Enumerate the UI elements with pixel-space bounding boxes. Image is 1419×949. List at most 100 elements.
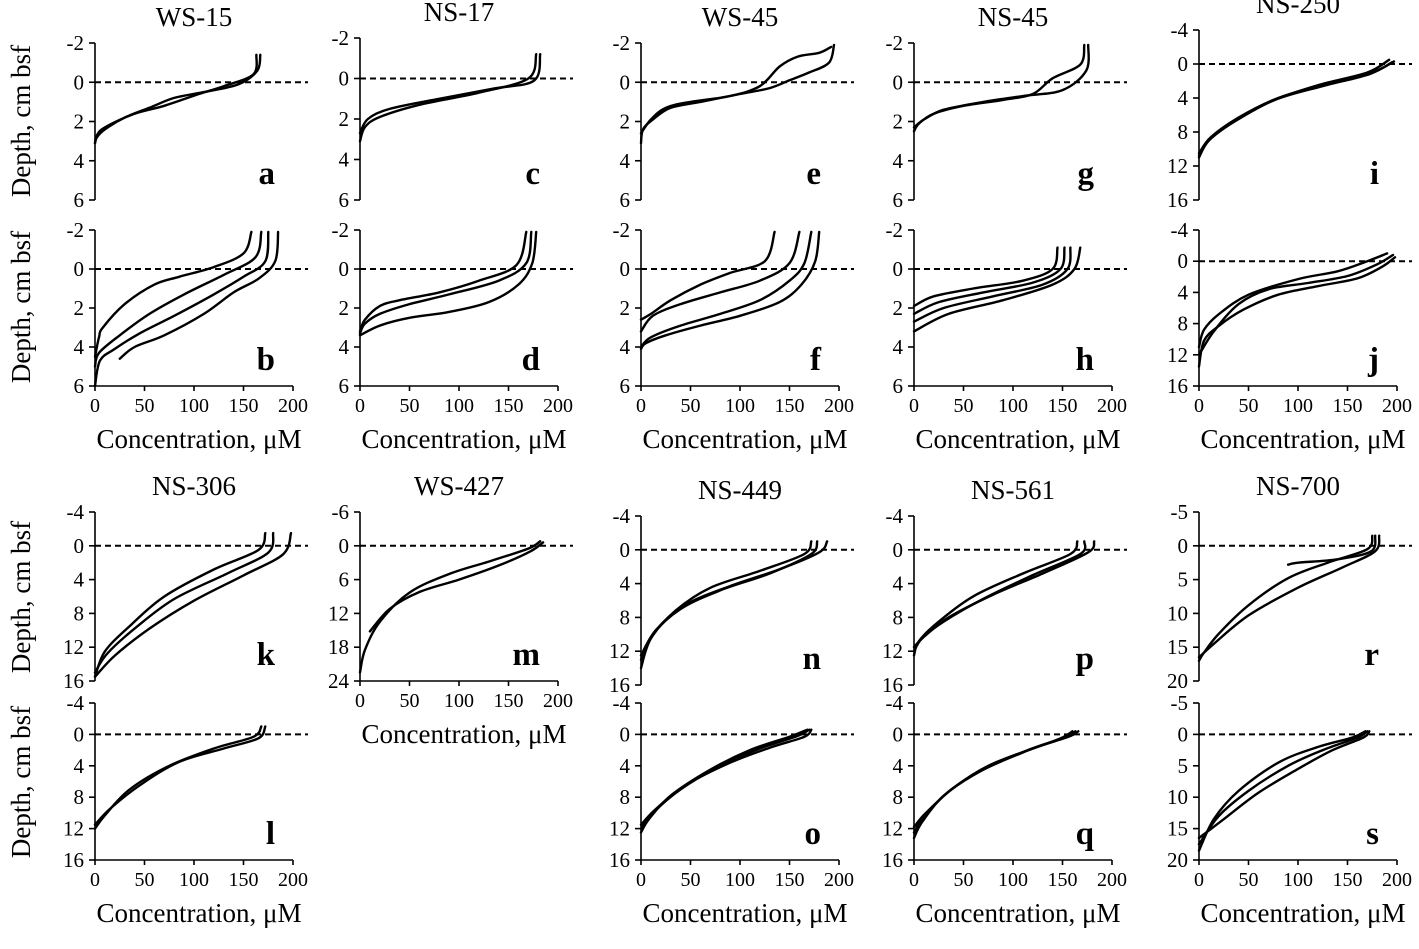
profile-series-1 xyxy=(1197,730,1367,852)
profile-series-1 xyxy=(1197,252,1389,349)
y-tick-label: -4 xyxy=(613,691,631,715)
y-axis-label-b: Depth, cm bsf xyxy=(6,231,36,383)
panel-letter: c xyxy=(525,156,540,192)
y-tick-label: 8 xyxy=(893,605,904,629)
y-tick-label: 16 xyxy=(882,848,903,872)
x-tick-label: 0 xyxy=(636,869,646,891)
panel-i: NS-250 -4 0 4 8 12 16 i xyxy=(1167,0,1412,212)
x-tick-label: 150 xyxy=(229,869,259,891)
y-tick-label: 6 xyxy=(74,374,85,398)
profile-series-2 xyxy=(912,730,1077,834)
profile-series-2 xyxy=(93,230,263,368)
panel-letter: d xyxy=(522,342,540,378)
panel-letter: g xyxy=(1078,156,1095,192)
y-tick-label: 16 xyxy=(882,673,903,697)
x-axis-label: Concentration, μM xyxy=(97,424,302,454)
x-tick-label: 200 xyxy=(543,690,573,712)
profile-series-2 xyxy=(93,53,262,145)
y-tick-label: -4 xyxy=(1171,218,1189,242)
profile-series-4 xyxy=(118,230,280,360)
y-tick-label: 16 xyxy=(1167,188,1188,212)
x-tick-label: 100 xyxy=(998,395,1028,417)
y-tick-label: 4 xyxy=(74,149,85,173)
y-tick-label: -2 xyxy=(332,26,350,50)
y-tick-label: 12 xyxy=(882,817,903,841)
x-axis-label: Concentration, μM xyxy=(1201,424,1406,454)
profile-series-3 xyxy=(639,728,813,826)
y-axis-label-a: Depth, cm bsf xyxy=(6,45,36,197)
y-tick-label: 20 xyxy=(1167,848,1188,872)
y-tick-label: 4 xyxy=(1178,86,1189,110)
y-tick-label: -2 xyxy=(67,31,85,55)
panel-title: NS-45 xyxy=(978,2,1049,32)
y-tick-label: 2 xyxy=(339,296,350,320)
panel-letter: e xyxy=(806,156,821,192)
profile-series-1 xyxy=(93,230,253,358)
profile-series-2 xyxy=(639,43,836,145)
profile-series-1 xyxy=(912,43,1086,133)
panel-q: -4 0 4 8 12 16 0 50 100 150 200 Concentration, μM q xyxy=(882,691,1127,928)
y-tick-label: -2 xyxy=(886,31,904,55)
x-tick-label: 150 xyxy=(1333,869,1363,891)
y-tick-label: -5 xyxy=(1171,500,1189,524)
panel-letter: k xyxy=(257,637,276,673)
x-tick-label: 50 xyxy=(954,395,974,417)
profile-series-1 xyxy=(639,45,833,135)
profile-series-1 xyxy=(358,540,542,674)
y-tick-label: 8 xyxy=(1178,120,1189,144)
x-tick-label: 100 xyxy=(179,869,209,891)
y-tick-label: -2 xyxy=(886,218,904,242)
y-tick-label: 0 xyxy=(74,70,85,94)
y-tick-label: 6 xyxy=(620,374,631,398)
panel-title: WS-15 xyxy=(156,2,233,32)
y-tick-label: 16 xyxy=(609,673,630,697)
profile-series-3 xyxy=(639,230,813,349)
panel-g: NS-45 -2 0 2 4 6 g xyxy=(886,2,1127,212)
panel-a: WS-15 -2 0 2 4 6 a xyxy=(67,2,308,212)
y-tick-label: 6 xyxy=(339,568,350,592)
profile-series-2 xyxy=(912,246,1066,316)
panel-letter: l xyxy=(266,816,275,852)
profile-series-2 xyxy=(912,43,1090,129)
y-tick-label: 0 xyxy=(1178,722,1189,746)
y-tick-label: 24 xyxy=(328,669,350,693)
panel-title: WS-427 xyxy=(414,471,504,501)
x-tick-label: 150 xyxy=(1048,869,1078,891)
profile-series-2 xyxy=(639,728,811,830)
y-tick-label: 2 xyxy=(620,296,631,320)
profile-series-2 xyxy=(368,541,545,633)
y-tick-label: 12 xyxy=(1167,154,1188,178)
panel-letter: b xyxy=(257,342,275,378)
y-tick-label: 0 xyxy=(620,257,631,281)
panel-letter: f xyxy=(810,342,822,378)
y-axis-label-k: Depth, cm bsf xyxy=(6,521,36,673)
profile-series-1 xyxy=(639,540,813,670)
y-tick-label: 5 xyxy=(1178,754,1189,778)
y-tick-label: 15 xyxy=(1167,635,1188,659)
y-tick-label: 8 xyxy=(1178,312,1189,336)
x-tick-label: 150 xyxy=(1333,395,1363,417)
y-tick-label: 0 xyxy=(1178,534,1189,558)
x-tick-label: 0 xyxy=(636,395,646,417)
x-tick-label: 200 xyxy=(1097,869,1127,891)
y-tick-label: -4 xyxy=(613,504,631,528)
x-tick-label: 0 xyxy=(1194,395,1204,417)
panel-title: NS-306 xyxy=(152,471,236,501)
y-tick-label: -2 xyxy=(332,218,350,242)
x-tick-label: 200 xyxy=(278,395,308,417)
panel-letter: a xyxy=(259,156,276,192)
profile-series-3 xyxy=(358,230,538,337)
x-tick-label: 150 xyxy=(775,395,805,417)
profile-series-4 xyxy=(639,230,821,351)
x-axis-label: Concentration, μM xyxy=(916,424,1121,454)
x-tick-label: 50 xyxy=(1239,869,1259,891)
profile-series-4 xyxy=(912,246,1082,333)
x-tick-label: 100 xyxy=(179,395,209,417)
y-tick-label: 2 xyxy=(74,296,85,320)
x-axis-label: Concentration, μM xyxy=(643,424,848,454)
panel-title: NS-17 xyxy=(424,0,495,27)
